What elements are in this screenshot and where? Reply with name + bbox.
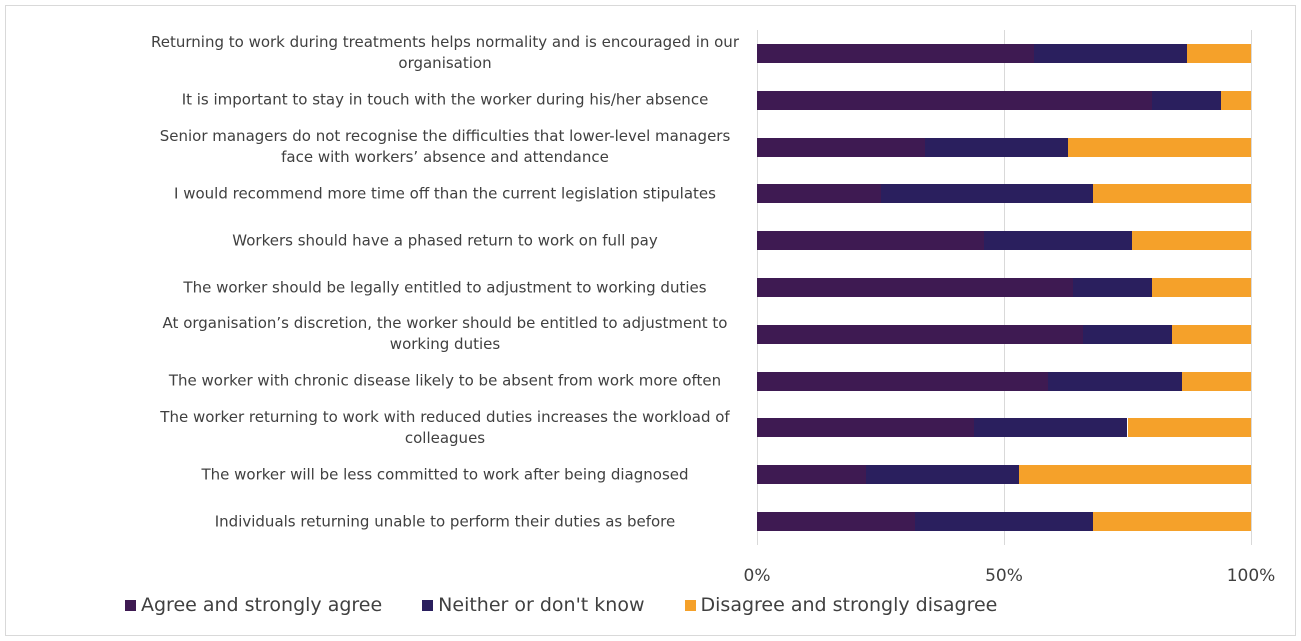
bar-segment xyxy=(1127,418,1251,438)
bar-segment xyxy=(1132,231,1251,251)
category-label: Workers should have a phased return to w… xyxy=(232,231,658,250)
legend-label: Neither or don't know xyxy=(438,594,645,616)
legend-swatch xyxy=(125,599,136,611)
bar-segment xyxy=(757,371,1049,391)
category-label: The worker should be legally entitled to… xyxy=(183,278,707,296)
category-label: The worker will be less committed to wor… xyxy=(201,465,689,484)
category-label: Senior managers do not recognise the dif… xyxy=(159,127,731,167)
bar-segment xyxy=(1152,90,1222,110)
legend-item: Neither or don't know xyxy=(422,594,645,616)
bar-segment xyxy=(1181,371,1251,391)
x-tick-label: 100% xyxy=(1226,566,1276,586)
bar-segment xyxy=(1018,465,1251,485)
bar-segment xyxy=(757,418,975,438)
bar-segment xyxy=(1171,324,1251,344)
bar-segment xyxy=(924,137,1069,157)
bar-segment xyxy=(1152,278,1251,297)
bar-segment xyxy=(757,231,985,251)
bar-segment xyxy=(757,278,1074,297)
bar-segment xyxy=(757,137,925,157)
legend-label: Disagree and strongly disagree xyxy=(700,594,998,616)
bar-segment xyxy=(1048,371,1182,391)
bar-segment xyxy=(757,512,916,532)
chart-frame xyxy=(5,5,1296,636)
bar-segment xyxy=(757,184,881,204)
category-label: At organisation’s discretion, the worker… xyxy=(162,314,728,354)
category-label: Returning to work during treatments help… xyxy=(151,33,739,73)
bar-segment xyxy=(1092,184,1251,204)
legend-item: Disagree and strongly disagree xyxy=(684,594,998,616)
grid-line xyxy=(1251,30,1252,545)
x-tick-label: 50% xyxy=(985,566,1023,586)
bar-segment xyxy=(757,324,1084,344)
legend: Agree and strongly agree Neither or don't… xyxy=(125,594,997,616)
category-label: I would recommend more time off than the… xyxy=(174,184,716,203)
bar-segment xyxy=(865,465,1019,485)
legend-item: Agree and strongly agree xyxy=(125,594,382,616)
bar-segment xyxy=(915,512,1093,532)
bar-segment xyxy=(1092,512,1251,532)
category-label: The worker returning to work with reduce… xyxy=(160,407,730,447)
legend-swatch xyxy=(422,599,434,611)
legend-label: Agree and strongly agree xyxy=(141,594,383,616)
bar-segment xyxy=(1186,43,1251,63)
category-label: The worker with chronic disease likely t… xyxy=(168,371,722,390)
bar-segment xyxy=(757,90,1153,110)
bar-segment xyxy=(974,418,1128,438)
category-label: Individuals returning unable to perform … xyxy=(214,512,676,531)
bar-segment xyxy=(1068,137,1251,157)
bar-segment xyxy=(1033,43,1187,63)
bar-segment xyxy=(757,465,866,485)
bar-segment xyxy=(880,184,1093,204)
bar-segment xyxy=(984,231,1133,251)
category-label: It is important to stay in touch with th… xyxy=(181,90,709,109)
bar-segment xyxy=(1073,278,1153,297)
x-tick-label: 0% xyxy=(743,566,771,586)
bar-segment xyxy=(1083,324,1172,344)
legend-swatch xyxy=(684,599,696,611)
bar-segment xyxy=(757,43,1034,63)
bar-segment xyxy=(1221,90,1251,110)
